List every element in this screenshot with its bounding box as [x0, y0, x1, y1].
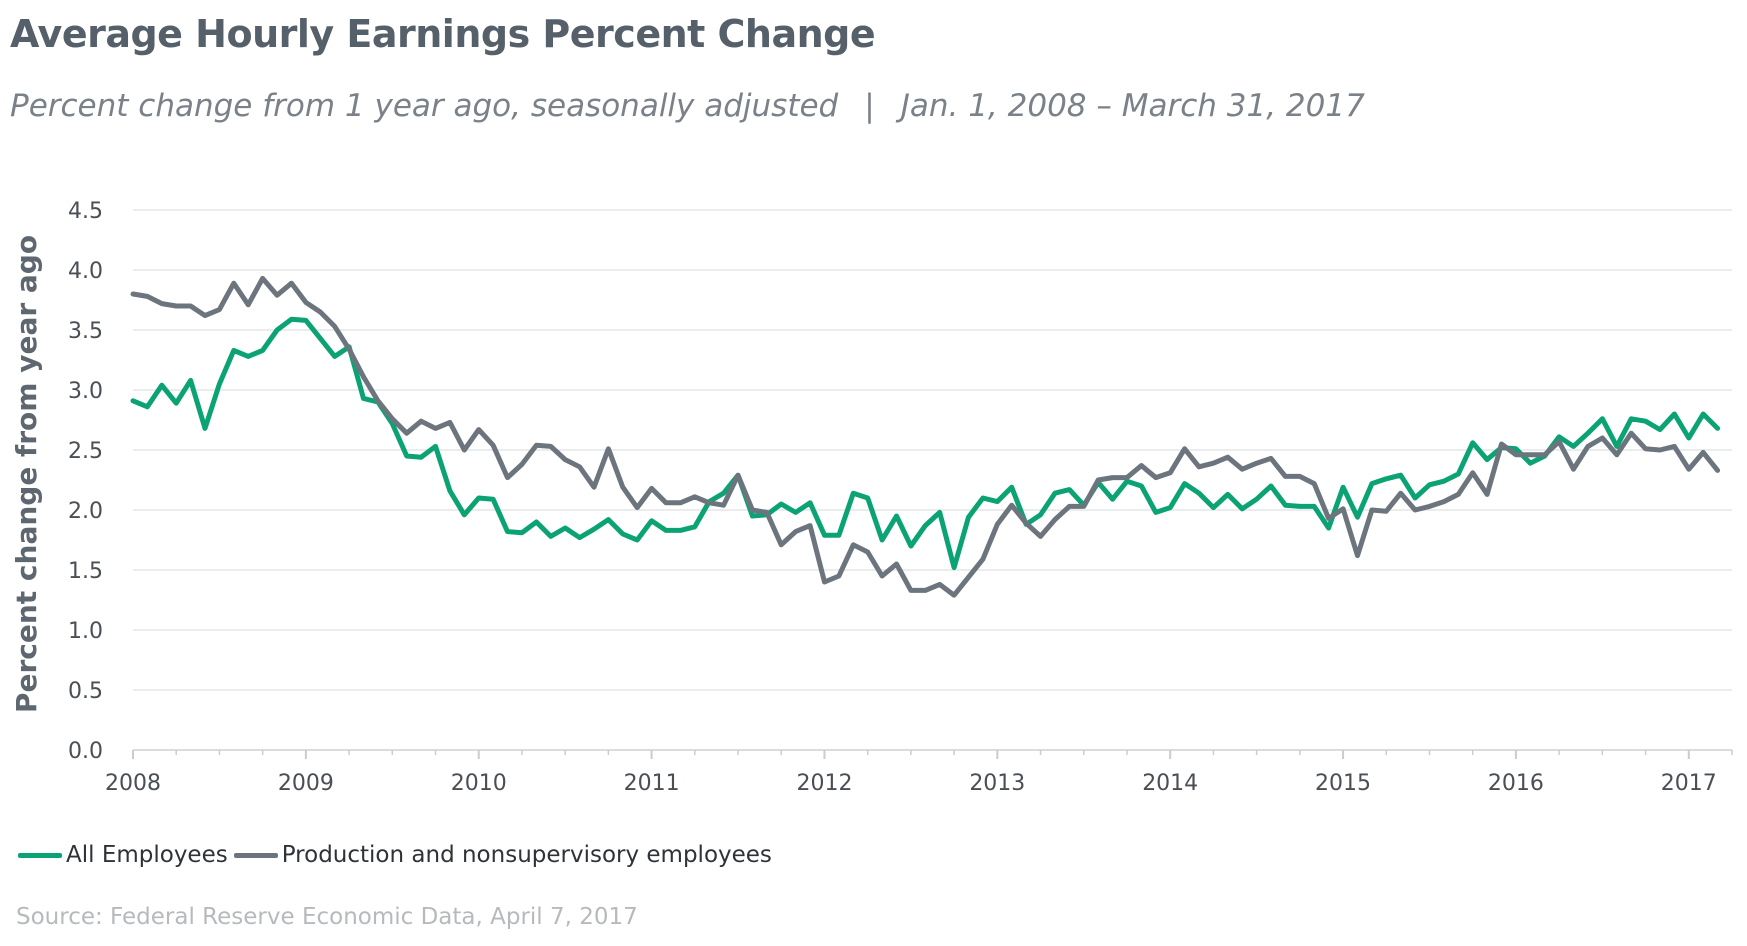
x-tick-label: 2015 [1315, 771, 1371, 796]
y-tick-label: 0.5 [68, 679, 103, 704]
x-tick-label: 2010 [451, 771, 507, 796]
x-tick-label: 2011 [624, 771, 680, 796]
legend-label-all-employees: All Employees [66, 842, 228, 868]
x-tick-label: 2017 [1661, 771, 1717, 796]
y-axis-title: Percent change from year ago [10, 235, 43, 713]
y-tick-label: 2.0 [68, 499, 103, 524]
y-tick-label: 4.0 [68, 259, 103, 284]
legend-swatch-all-employees [18, 852, 62, 858]
y-axis-ticks: 0.0 0.5 1.0 1.5 2.0 2.5 3.0 3.5 4.0 4.5 [68, 199, 103, 764]
y-tick-label: 3.0 [68, 379, 103, 404]
gridlines [133, 209, 1732, 691]
subtitle-date-range: Jan. 1, 2008 – March 31, 2017 [900, 88, 1365, 124]
x-tick-label: 2009 [278, 771, 334, 796]
y-tick-label: 2.5 [68, 439, 103, 464]
series-line-production-employees [130, 275, 1721, 598]
legend-item-all-employees: All Employees [18, 842, 228, 868]
source-note: Source: Federal Reserve Economic Data, A… [16, 904, 638, 930]
y-tick-label: 4.5 [68, 199, 103, 224]
chart-subtitle: Percent change from 1 year ago, seasonal… [10, 88, 1365, 124]
series-line-all-employees [130, 316, 1721, 571]
legend-swatch-production-employees [233, 852, 278, 858]
x-tick-label: 2016 [1488, 771, 1544, 796]
subtitle-separator: | [864, 88, 875, 124]
legend: All Employees Production and nonsupervis… [18, 842, 778, 868]
x-tick-label: 2008 [105, 771, 161, 796]
y-tick-label: 0.0 [68, 739, 103, 764]
x-tick-label: 2013 [969, 771, 1025, 796]
series-lines [130, 275, 1721, 598]
chart-title: Average Hourly Earnings Percent Change [10, 12, 876, 56]
legend-item-production-employees: Production and nonsupervisory employees [233, 842, 772, 868]
x-axis: 2008 2009 2010 2011 2012 2013 2014 2015 2016 2017 [105, 749, 1733, 796]
y-tick-label: 1.0 [68, 619, 103, 644]
y-tick-label: 1.5 [68, 559, 103, 584]
x-tick-label: 2012 [796, 771, 852, 796]
x-tick-label: 2014 [1142, 771, 1198, 796]
y-tick-label: 3.5 [68, 319, 103, 344]
legend-label-production-employees: Production and nonsupervisory employees [281, 842, 772, 868]
subtitle-measure: Percent change from 1 year ago, seasonal… [10, 88, 839, 124]
